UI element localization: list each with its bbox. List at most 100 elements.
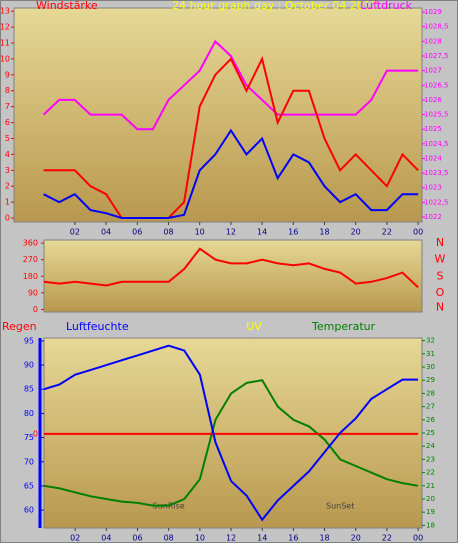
y-tick-label: 95 — [24, 336, 34, 345]
y-tick-label: 2 — [5, 182, 10, 191]
y2-tick-label: 1025,5 — [424, 111, 449, 119]
x-tick-label: 22 — [382, 534, 392, 543]
y-tick-label: 60 — [24, 506, 34, 515]
x-tick-label: 10 — [195, 534, 205, 543]
y-tick-label: 9 — [5, 70, 10, 79]
y3-tick-label: 0 — [33, 429, 38, 438]
x-tick-label: 02 — [70, 534, 80, 543]
series-line — [43, 379, 419, 507]
y-tick-label: 12 — [0, 23, 10, 32]
y2-tick-label: 30 — [426, 363, 435, 371]
y2-tick-label: 1029 — [424, 8, 442, 16]
y-tick-label: 7 — [5, 102, 10, 111]
series-line — [43, 55, 419, 219]
y2-tick-label: 29 — [426, 376, 435, 384]
x-tick-label: 04 — [101, 228, 111, 237]
direction-label: S — [437, 269, 444, 282]
y2-tick-label: 20 — [426, 495, 435, 503]
x-tick-label: 16 — [288, 534, 298, 543]
y2-tick-label: 1028 — [424, 37, 442, 45]
y2-tick-label: 27 — [426, 403, 435, 411]
x-tick-label: 12 — [226, 534, 236, 543]
plot-area — [43, 239, 423, 313]
y-tick-label: 4 — [5, 150, 10, 159]
y2-tick-label: 22 — [426, 469, 435, 477]
x-tick-label: 06 — [132, 534, 142, 543]
axis-label: Windstärke — [36, 0, 98, 12]
y2-tick-label: 24 — [426, 442, 435, 450]
y2-tick-label: 25 — [426, 429, 435, 437]
y2-tick-label: 1022 — [424, 213, 442, 221]
y-tick-label: 270 — [23, 255, 38, 264]
direction-label: N — [436, 300, 444, 313]
y2-tick-label: 31 — [426, 350, 435, 358]
y2-tick-label: 1024,5 — [424, 140, 449, 148]
y-tick-label: 75 — [24, 433, 34, 442]
y2-tick-label: 1023 — [424, 184, 442, 192]
y-tick-label: 6 — [5, 118, 10, 127]
x-tick-label: 08 — [163, 228, 173, 237]
x-tick-label: 12 — [226, 228, 236, 237]
axis-label: Temperatur — [311, 320, 376, 333]
y2-tick-label: 19 — [426, 508, 435, 516]
y-tick-label: 85 — [24, 385, 34, 394]
x-tick-label: 18 — [319, 228, 329, 237]
y2-tick-label: 1026 — [424, 96, 442, 104]
x-tick-label: 04 — [101, 534, 111, 543]
x-tick-label: 00 — [413, 228, 423, 237]
y2-tick-label: 28 — [426, 389, 435, 397]
y-tick-label: 11 — [0, 39, 10, 48]
x-tick-label: 20 — [351, 228, 361, 237]
x-tick-label: 00 — [413, 534, 423, 543]
y-tick-label: 0 — [33, 305, 38, 314]
y2-tick-label: 1027 — [424, 67, 442, 75]
y2-tick-label: 32 — [426, 337, 435, 345]
y2-tick-label: 1026,5 — [424, 81, 449, 89]
x-tick-label: 06 — [132, 228, 142, 237]
y-tick-label: 90 — [24, 361, 34, 370]
x-tick-label: 18 — [319, 534, 329, 543]
x-tick-label: 08 — [164, 534, 174, 543]
y2-tick-label: 18 — [426, 521, 435, 529]
direction-label: O — [436, 286, 445, 299]
y2-tick-label: 1027,5 — [424, 52, 449, 60]
y-tick-label: 90 — [28, 288, 38, 297]
x-tick-label: 14 — [257, 228, 267, 237]
y-tick-label: 8 — [5, 86, 10, 95]
axis-label: Luftdruck — [360, 0, 412, 12]
y2-tick-label: 1025 — [424, 125, 442, 133]
x-tick-label: 20 — [351, 534, 361, 543]
y2-tick-label: 23 — [426, 455, 435, 463]
x-tick-label: 16 — [288, 228, 298, 237]
y-tick-label: 5 — [5, 134, 10, 143]
series-line — [42, 39, 419, 131]
direction-label: N — [436, 236, 444, 249]
chart-title: 24 hour graph day : October 04 2017 — [172, 0, 378, 12]
y-tick-label: 70 — [24, 457, 34, 466]
y-tick-label: 0 — [5, 214, 10, 223]
axis-label: Regen — [2, 320, 37, 333]
axis-label: UV — [246, 320, 262, 333]
y2-tick-label: 1024 — [424, 154, 442, 162]
annotation: SunSet — [326, 502, 354, 511]
y-tick-label: 180 — [23, 272, 38, 281]
direction-label: W — [435, 253, 446, 266]
x-tick-label: 14 — [257, 534, 267, 543]
series-line — [43, 247, 419, 289]
y-tick-label: 65 — [24, 481, 34, 490]
x-tick-label: 02 — [70, 228, 80, 237]
series-line — [43, 344, 419, 522]
y2-tick-label: 21 — [426, 482, 435, 490]
y2-tick-label: 1022,5 — [424, 198, 449, 206]
y-tick-label: 10 — [0, 54, 10, 63]
x-tick-label: 22 — [382, 228, 392, 237]
y2-tick-label: 26 — [426, 416, 435, 424]
y-tick-label: 13 — [0, 7, 10, 16]
y-tick-label: 3 — [5, 166, 10, 175]
y-tick-label: 80 — [24, 409, 34, 418]
x-tick-label: 10 — [195, 228, 205, 237]
y-tick-label: 360 — [23, 239, 38, 248]
axis-label: Luftfeuchte — [66, 320, 129, 333]
plot-area — [13, 7, 423, 223]
